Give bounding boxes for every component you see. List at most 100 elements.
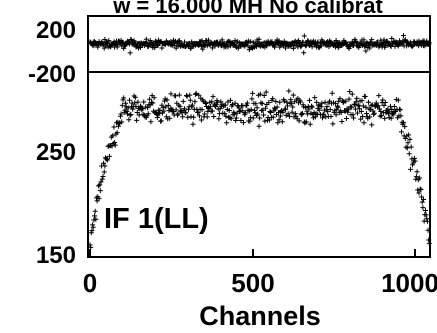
amplitude-point <box>400 120 406 126</box>
y-tick-label-phase-top: 200 <box>36 17 76 44</box>
phase-point <box>250 39 256 45</box>
amplitude-point <box>275 110 281 116</box>
amplitude-point <box>411 155 417 161</box>
amplitude-point <box>376 93 382 99</box>
x-axis-label: Channels <box>199 301 321 331</box>
amplitude-point <box>261 112 267 118</box>
amplitude-point <box>280 109 286 115</box>
amplitude-point <box>260 107 266 113</box>
phase-point <box>219 37 225 43</box>
phase-point <box>426 40 432 46</box>
amplitude-point <box>329 90 335 96</box>
amplitude-point <box>369 102 375 108</box>
phase-point <box>115 42 121 48</box>
amplitude-point <box>407 136 413 142</box>
amplitude-point <box>275 120 281 126</box>
amplitude-point <box>211 114 217 120</box>
amplitude-point <box>358 116 364 122</box>
amplitude-point <box>92 213 98 219</box>
phase-point <box>393 39 399 45</box>
amplitude-point <box>418 186 424 192</box>
amplitude-point <box>215 99 221 105</box>
amplitude-point <box>101 160 107 166</box>
amplitude-point <box>351 115 357 121</box>
amplitude-point <box>250 90 256 96</box>
amplitude-point <box>101 169 107 175</box>
amplitude-point <box>361 120 367 126</box>
amplitude-point <box>196 113 202 119</box>
amplitude-point <box>388 115 394 121</box>
y-tick-label-amp-mid: 250 <box>36 139 76 166</box>
amplitude-point <box>337 96 343 102</box>
amplitude-point <box>177 104 183 110</box>
phase-point <box>225 44 231 50</box>
amplitude-point <box>262 118 268 124</box>
amplitude-point <box>349 104 355 110</box>
amplitude-point <box>185 114 191 120</box>
amplitude-point <box>173 107 179 113</box>
amplitude-point <box>312 114 318 120</box>
amplitude-point <box>306 106 312 112</box>
phase-point <box>295 44 301 50</box>
phase-point <box>336 45 342 51</box>
phase-point <box>290 45 296 51</box>
chart-title: w = 16.000 MH No calibrat <box>112 0 383 18</box>
amplitude-point <box>360 103 366 109</box>
amplitude-point <box>371 111 377 117</box>
amplitude-point <box>346 96 352 102</box>
amplitude-point <box>285 111 291 117</box>
amplitude-point <box>97 188 103 194</box>
amplitude-point <box>180 114 186 120</box>
amplitude-point <box>254 105 260 111</box>
amplitude-point <box>290 104 296 110</box>
amplitude-point <box>97 182 103 188</box>
amplitude-point <box>126 117 132 123</box>
amplitude-point <box>132 100 138 106</box>
phase-point <box>333 37 339 43</box>
amplitude-point <box>289 109 295 115</box>
amplitude-point <box>104 156 110 162</box>
amplitude-point <box>334 103 340 109</box>
phase-point <box>209 45 215 51</box>
amplitude-point <box>193 91 199 97</box>
amplitude-point <box>224 120 230 126</box>
amplitude-point <box>273 99 279 105</box>
amplitude-point <box>284 99 290 105</box>
amplitude-point <box>203 100 209 106</box>
x-tick-label-0: 0 <box>83 268 97 298</box>
amplitude-point <box>261 92 267 98</box>
amplitude-point <box>171 109 177 115</box>
amplitude-point <box>98 179 104 185</box>
amplitude-point <box>279 119 285 125</box>
phase-point <box>256 36 262 42</box>
phase-point <box>200 46 206 52</box>
amplitude-point <box>327 107 333 113</box>
y-tick-label-amp-low: 150 <box>36 242 76 269</box>
amplitude-point <box>272 105 278 111</box>
phase-point <box>114 44 120 50</box>
phase-point <box>424 38 430 44</box>
amplitude-point <box>299 110 305 116</box>
amplitude-point <box>191 114 197 120</box>
amplitude-point <box>96 196 102 202</box>
amplitude-point <box>92 208 98 214</box>
amplitude-point <box>426 240 432 246</box>
phase-point <box>369 37 375 43</box>
amplitude-point <box>110 133 116 139</box>
amplitude-point <box>180 98 186 104</box>
amplitude-point <box>242 110 248 116</box>
amplitude-point <box>296 118 302 124</box>
amplitude-point <box>187 92 193 98</box>
amplitude-point <box>228 116 234 122</box>
amplitude-point <box>285 103 291 109</box>
amplitude-point <box>175 111 181 117</box>
amplitude-point <box>365 99 371 105</box>
amplitude-point <box>185 106 191 112</box>
amplitude-point <box>202 99 208 105</box>
amplitude-point <box>389 106 395 112</box>
amplitude-point <box>422 207 428 213</box>
phase-point <box>152 45 158 51</box>
amplitude-point <box>233 117 239 123</box>
amplitude-point <box>382 115 388 121</box>
amplitude-point <box>106 153 112 159</box>
